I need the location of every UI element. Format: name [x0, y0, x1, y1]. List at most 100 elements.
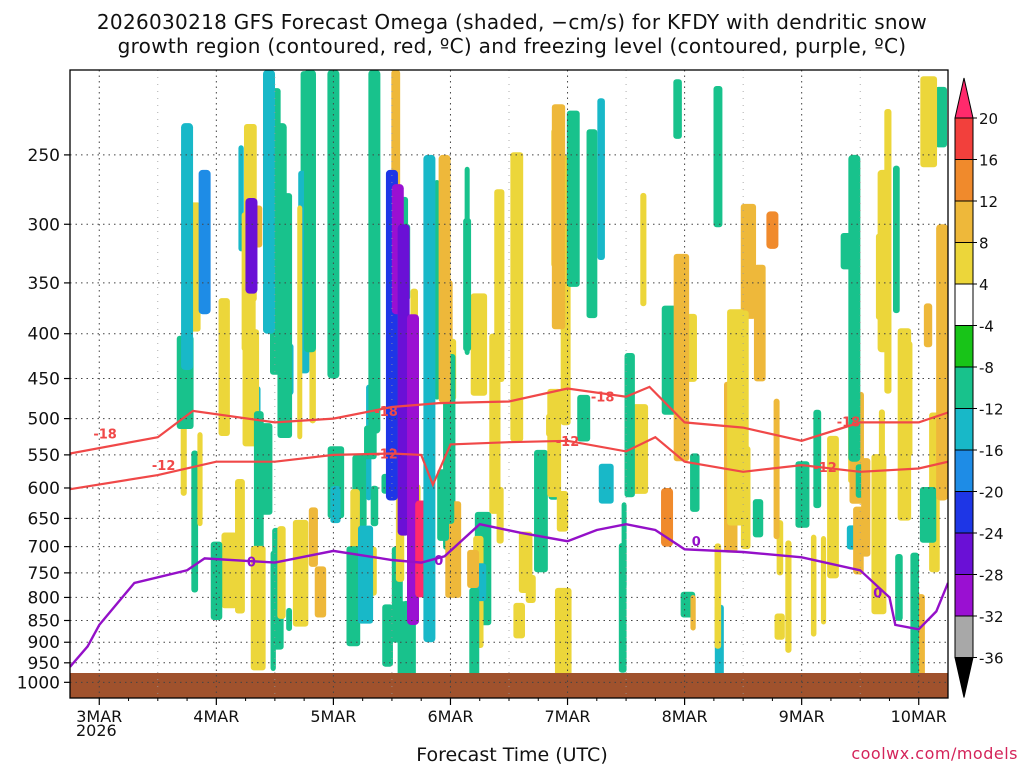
omega-streak	[496, 486, 504, 544]
omega-streak	[597, 98, 605, 261]
omega-streak	[210, 541, 223, 621]
y-tick-label: 350	[28, 274, 60, 294]
colorbar-segment	[954, 366, 974, 409]
omega-streak	[370, 485, 379, 527]
x-tick-label: 6MAR	[427, 707, 473, 726]
omega-streak	[618, 543, 627, 673]
omega-streak	[250, 545, 266, 671]
contour-label: 0	[873, 587, 882, 602]
credit-link[interactable]: coolwx.com/models	[851, 744, 1018, 763]
omega-streak	[221, 532, 238, 609]
omega-streak	[897, 328, 912, 521]
colorbar-label: 16	[979, 152, 998, 170]
contour-label: -18	[837, 416, 861, 431]
omega-streak	[820, 535, 827, 625]
contour-freezing	[70, 522, 948, 668]
colorbar-label: 4	[979, 276, 989, 294]
omega-streak	[554, 587, 572, 678]
omega-streak	[861, 458, 871, 557]
contour-label: -12	[374, 447, 398, 462]
y-tick-label: 900	[28, 633, 60, 653]
omega-cell	[936, 224, 948, 501]
omega-cell	[848, 154, 861, 462]
omega-cell	[766, 211, 779, 249]
omega-cell	[661, 487, 674, 547]
omega-streak	[253, 411, 264, 556]
omega-streak	[556, 491, 569, 532]
omega-streak	[191, 450, 199, 593]
omega-streak	[525, 574, 536, 604]
y-tick-label: 250	[28, 146, 60, 166]
omega-streak	[727, 309, 744, 526]
omega-cell	[438, 154, 451, 404]
omega-shading-layer	[176, 70, 948, 683]
colorbar-segment	[954, 615, 974, 658]
omega-cell	[198, 169, 211, 315]
colorbar-label: -32	[979, 608, 1004, 626]
colorbar-label: -24	[979, 525, 1004, 543]
omega-streak	[632, 404, 649, 494]
contour-label: -18	[374, 405, 398, 420]
omega-streak	[235, 478, 245, 614]
x-tick-label: 3MAR	[76, 707, 122, 726]
omega-cell	[368, 70, 381, 434]
y-tick-label: 650	[28, 509, 60, 529]
omega-streak	[364, 425, 377, 460]
omega-cell	[397, 224, 410, 536]
grid-lines	[70, 70, 948, 698]
chart-title-line2: growth region (contoured, red, ºC) and f…	[117, 34, 907, 58]
omega-streak	[437, 469, 450, 541]
contour-minus12	[70, 435, 948, 491]
y-tick-label: 600	[28, 479, 60, 499]
contour-label: -12	[813, 461, 837, 476]
omega-streak	[197, 432, 203, 527]
colorbar-label: -4	[979, 318, 994, 336]
colorbar: 20 16 12 8 4 -4 -8 -12 -16 -20 -24 -28 -32 -36	[954, 77, 1004, 698]
contour-label: -12	[152, 459, 176, 474]
y-tick-label: 300	[28, 215, 60, 235]
omega-streak	[551, 104, 566, 330]
omega-streak	[690, 453, 700, 512]
omega-streak	[714, 543, 722, 649]
omega-streak	[853, 506, 864, 575]
colorbar-segment	[954, 242, 974, 285]
omega-streak	[624, 353, 635, 498]
contour-layer	[70, 385, 948, 668]
omega-streak	[690, 594, 696, 631]
omega-streak	[878, 409, 885, 570]
y-tick-label: 1000	[17, 673, 60, 693]
y-tick-label: 800	[28, 588, 60, 608]
x-tick-label: 8MAR	[662, 707, 708, 726]
omega-cell	[423, 154, 436, 643]
omega-streak	[566, 110, 580, 287]
omega-streak	[586, 129, 598, 319]
colorbar-segment	[954, 159, 974, 202]
colorbar-label: -12	[979, 401, 1004, 419]
colorbar-segment	[954, 532, 974, 575]
colorbar-segment	[954, 200, 974, 243]
omega-streak	[547, 388, 562, 498]
omega-streak	[920, 76, 938, 168]
colorbar-label: 20	[979, 110, 998, 128]
omega-streak	[218, 298, 230, 437]
omega-streak	[308, 507, 318, 567]
colorbar-segment	[954, 408, 974, 451]
omega-streak	[286, 607, 293, 632]
x-axis: 3MAR 4MAR 5MAR 6MAR 7MAR 8MAR 9MAR 10MAR	[76, 698, 947, 726]
omega-streak	[397, 601, 407, 683]
y-tick-label: 400	[28, 325, 60, 345]
colorbar-segment	[954, 325, 974, 368]
omega-streak	[753, 264, 766, 382]
y-axis: 2503003504004505005506006507007508008509…	[17, 146, 70, 693]
omega-streak	[895, 553, 903, 621]
x-tick-label: 7MAR	[545, 707, 591, 726]
contour-label: 0	[247, 556, 256, 571]
omega-cell	[263, 70, 276, 334]
contour-label: 0	[692, 535, 701, 550]
omega-streak	[463, 218, 472, 352]
terrain-ground	[70, 673, 948, 698]
omega-streak	[673, 253, 690, 462]
omega-streak	[640, 192, 647, 307]
contour-label: -18	[93, 428, 117, 443]
chart-title-line1: 2026030218 GFS Forecast Omega (shaded, −…	[96, 10, 928, 34]
